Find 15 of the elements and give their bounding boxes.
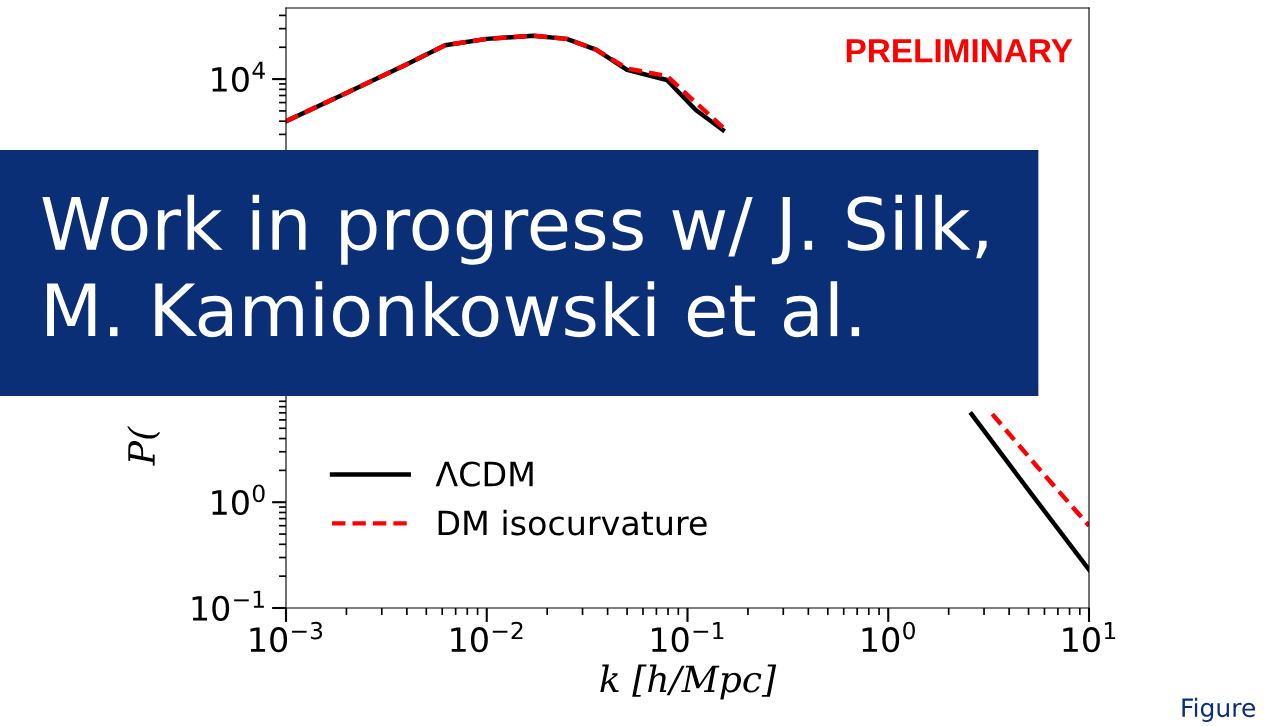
y-tick-label: 10$^{4}$ [212, 61, 265, 93]
x-tick-label: 10$^{−1}$ [651, 622, 724, 653]
text: Figure [1182, 697, 1255, 722]
x-tick-label: 10$^{−3}$ [250, 621, 323, 653]
legend-label: ΛCDM [435, 461, 533, 487]
y-tick-label: 10$^{0}$ [212, 484, 265, 516]
annotation: PRELIMINARY [846, 39, 1073, 63]
x-tick-label: 10$^{0}$ [862, 621, 915, 653]
x-tick-label: 10$^{−2}$ [451, 621, 523, 653]
legend-label: DM isocurvature [438, 509, 707, 536]
y-tick-label: 10$^{−1}$ [192, 590, 264, 621]
y-axis-title: P( [127, 426, 161, 466]
x-tick-label: 10$^{1}$ [1063, 622, 1116, 653]
annotation: Work in progress w/ J. Silk, M. Kamionkowski et al. [42, 194, 987, 338]
x-axis-title: k [h/Mpc] [600, 664, 777, 700]
